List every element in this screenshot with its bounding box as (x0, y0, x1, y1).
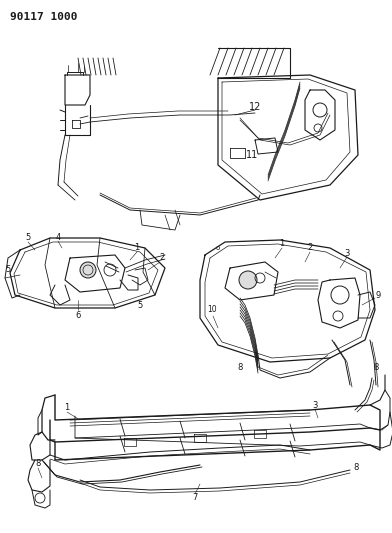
Text: 2: 2 (160, 254, 165, 262)
Text: 5: 5 (137, 301, 143, 310)
Text: 1: 1 (279, 239, 285, 248)
Text: 8: 8 (373, 364, 379, 373)
Text: 5: 5 (5, 265, 11, 274)
Text: 8: 8 (35, 459, 41, 469)
Text: 8: 8 (237, 364, 243, 373)
Text: 5: 5 (25, 233, 31, 243)
Text: o: o (216, 245, 220, 251)
Circle shape (239, 271, 257, 289)
Text: 2: 2 (307, 244, 313, 253)
Text: 10: 10 (207, 305, 217, 314)
Text: 3: 3 (344, 248, 350, 257)
Text: 9: 9 (376, 290, 381, 300)
Text: 8: 8 (353, 464, 359, 472)
Text: 6: 6 (75, 311, 81, 319)
Circle shape (80, 262, 96, 278)
Text: 1: 1 (134, 244, 140, 253)
Text: 7: 7 (192, 494, 198, 503)
Text: 12: 12 (249, 102, 261, 112)
Text: 4: 4 (55, 232, 61, 241)
Text: 90117 1000: 90117 1000 (10, 12, 78, 22)
Text: 1: 1 (64, 403, 70, 413)
Text: 3: 3 (312, 400, 318, 409)
Text: 11: 11 (246, 150, 258, 160)
